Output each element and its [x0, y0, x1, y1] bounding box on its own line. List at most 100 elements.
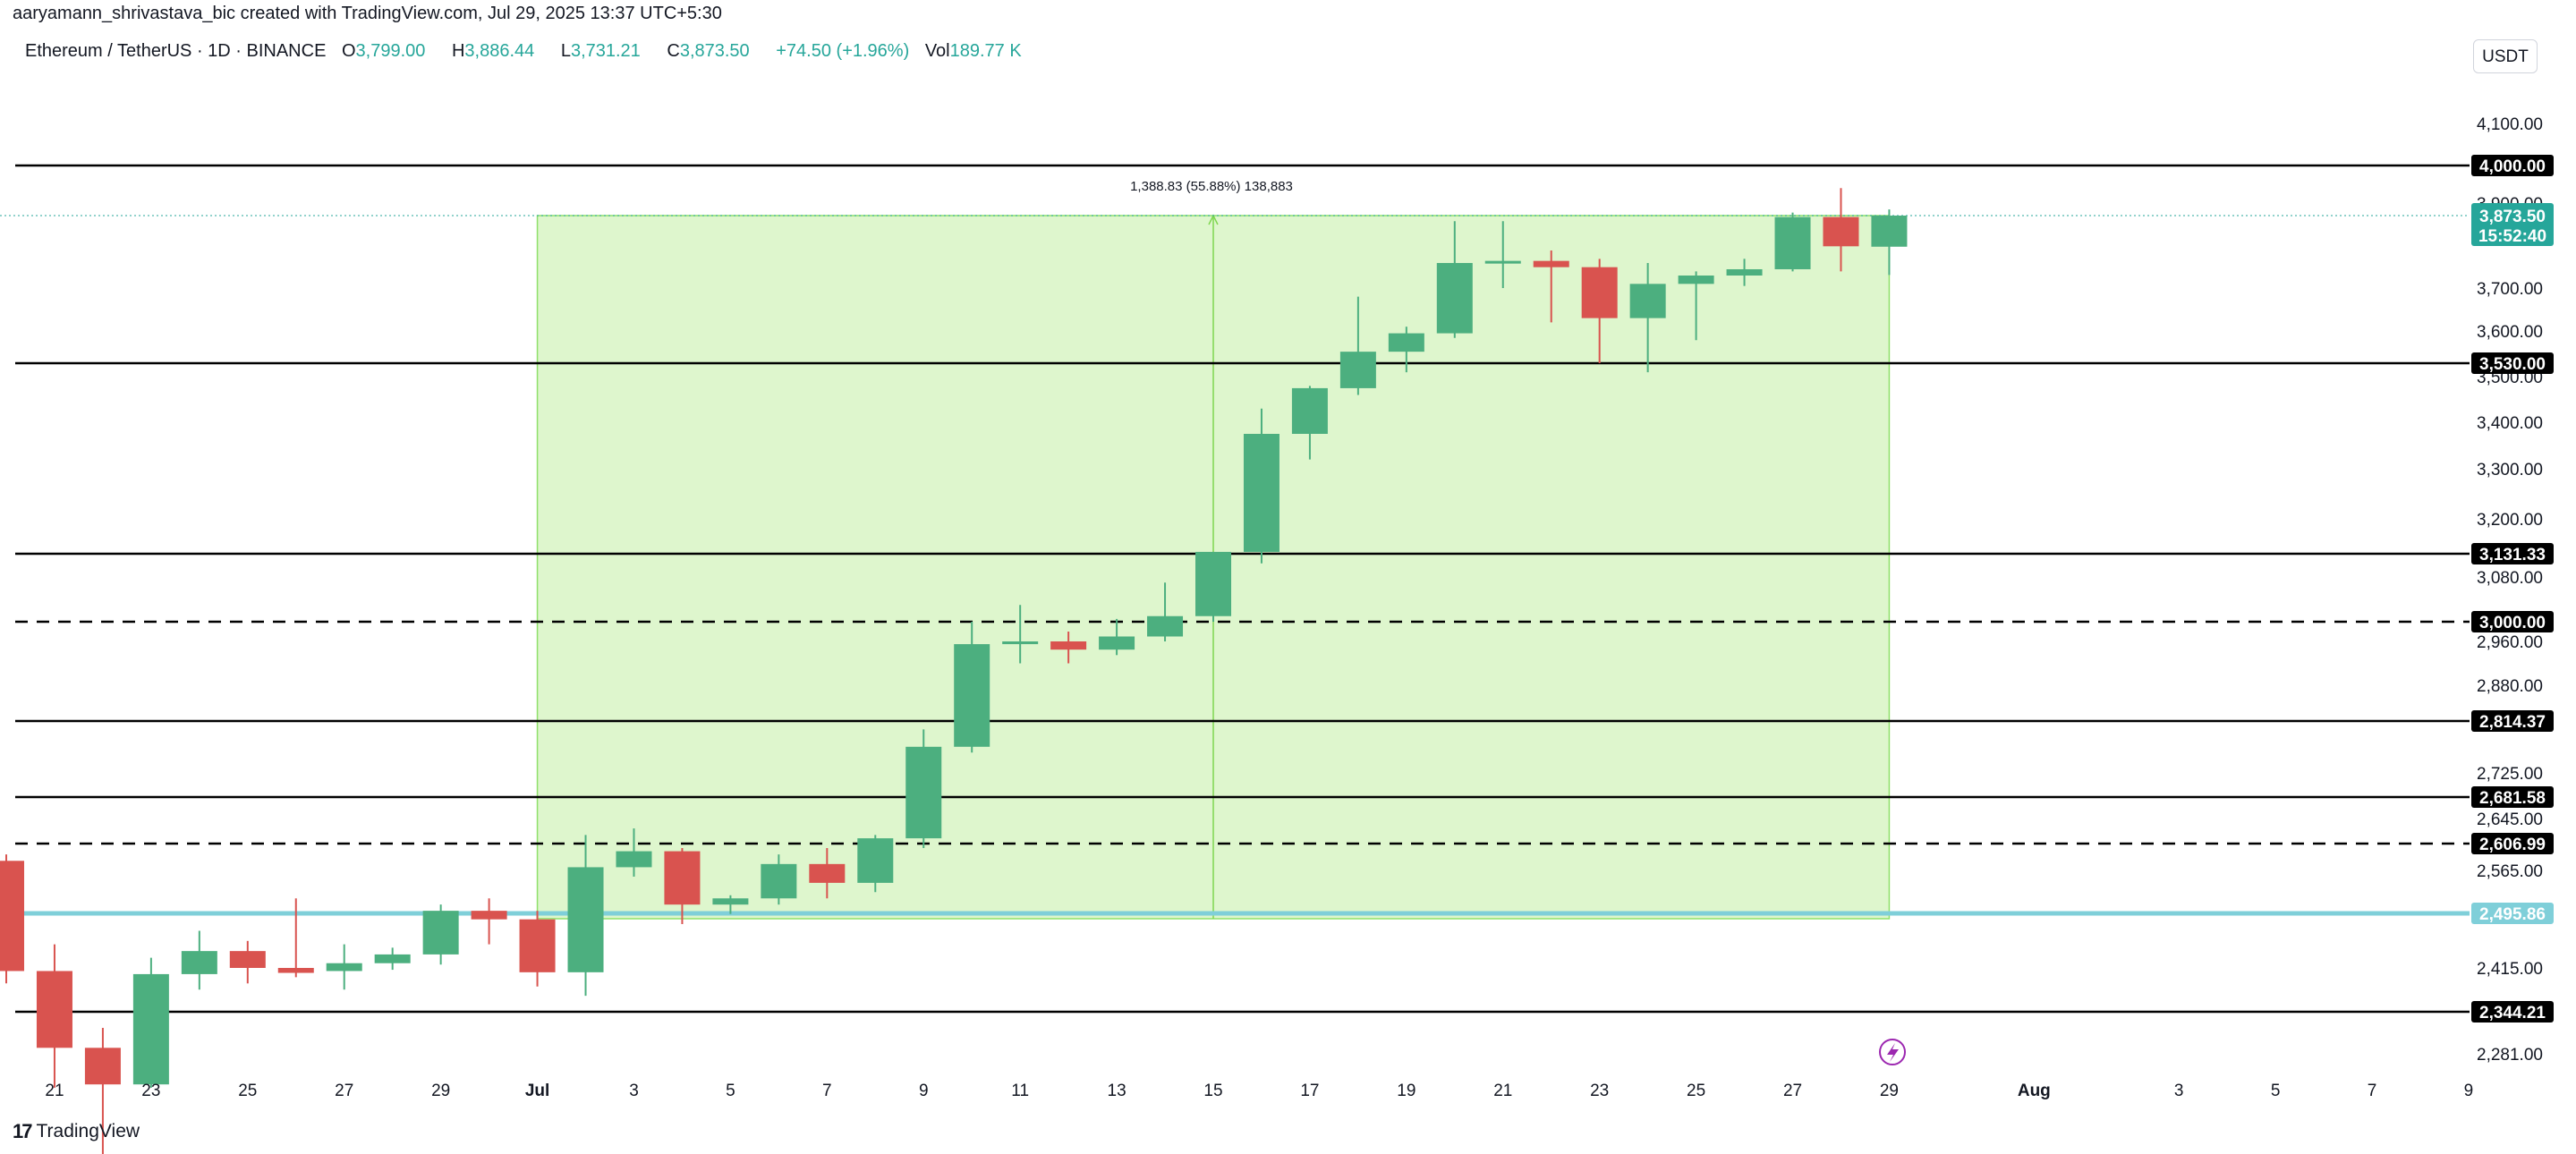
candle-body [1871, 216, 1908, 247]
high-value: H3,886.44 [451, 41, 535, 61]
last-price-label: 3,873.50 [2479, 208, 2546, 226]
candle[interactable] [1147, 582, 1184, 641]
candle[interactable] [1002, 605, 1039, 664]
candle[interactable] [1629, 262, 1666, 373]
last-price-label-bg [2471, 203, 2554, 246]
x-tick-label: 5 [726, 1082, 735, 1100]
y-tick-label: 3,080.00 [2477, 569, 2543, 588]
candle-body [0, 861, 24, 972]
candle[interactable] [422, 904, 459, 965]
level-price-label: 2,495.86 [2479, 905, 2546, 924]
candle[interactable] [1291, 386, 1328, 460]
x-tick-label: 25 [1687, 1082, 1705, 1100]
candle[interactable] [567, 835, 604, 997]
symbol-legend: Ethereum / TetherUS · 1D · BINANCE O3,79… [25, 41, 1043, 62]
candle[interactable] [277, 898, 314, 978]
candle[interactable] [1050, 632, 1087, 664]
candle-body [277, 968, 314, 973]
candle-body [326, 963, 362, 972]
x-tick-label: Jul [525, 1082, 549, 1100]
candle-body [664, 851, 701, 905]
candle[interactable] [181, 930, 217, 990]
symbol-title[interactable]: Ethereum / TetherUS · 1D · BINANCE [25, 41, 327, 61]
candle-body [1243, 434, 1279, 552]
candle-body [905, 746, 942, 839]
candle-body [1581, 267, 1618, 318]
candle[interactable] [1581, 259, 1618, 363]
candle[interactable] [761, 854, 797, 905]
candle[interactable] [374, 947, 411, 971]
candle[interactable] [1388, 327, 1424, 373]
x-tick-label: 23 [141, 1082, 160, 1100]
candle[interactable] [1436, 221, 1473, 338]
volume-value: Vol189.77 K [924, 41, 1022, 61]
y-tick-label: 2,960.00 [2477, 633, 2543, 652]
candle[interactable] [229, 940, 266, 984]
y-tick-label: 2,880.00 [2477, 677, 2543, 696]
candle[interactable] [1243, 408, 1279, 564]
candle-body [1002, 641, 1039, 645]
candle[interactable] [1484, 221, 1521, 288]
y-tick-label: 3,300.00 [2477, 461, 2543, 479]
y-tick-label: 2,645.00 [2477, 810, 2543, 829]
level-price-label-bg [2471, 710, 2554, 732]
candle-body [374, 954, 411, 963]
candle[interactable] [905, 729, 942, 848]
level-price-label-bg [2471, 155, 2554, 176]
candle[interactable] [1678, 271, 1714, 341]
candle-body [1099, 636, 1135, 650]
candle-body [132, 973, 169, 1085]
candle[interactable] [712, 895, 749, 914]
y-tick-label: 2,565.00 [2477, 862, 2543, 881]
chart-credit: aaryamann_shrivastava_bic created with T… [13, 4, 722, 23]
candle-body [567, 867, 604, 972]
x-tick-label: 21 [1493, 1082, 1512, 1100]
candle[interactable] [954, 622, 990, 753]
candle[interactable] [1774, 212, 1811, 272]
x-tick-label: 7 [822, 1082, 832, 1100]
x-tick-label: 23 [1590, 1082, 1609, 1100]
candle[interactable] [664, 847, 701, 924]
lightning-icon[interactable] [1879, 1039, 1906, 1065]
candle[interactable] [1195, 551, 1231, 622]
currency-button[interactable]: USDT [2473, 39, 2538, 73]
candle[interactable] [1339, 296, 1376, 395]
candle[interactable] [326, 944, 362, 990]
x-tick-label: 3 [629, 1082, 639, 1100]
candle-body [1195, 551, 1231, 616]
candle[interactable] [1726, 259, 1763, 286]
candle[interactable] [84, 1028, 121, 1154]
candle[interactable] [1823, 188, 1859, 272]
level-price-label: 3,530.00 [2479, 355, 2546, 374]
candle[interactable] [616, 828, 652, 877]
candle[interactable] [1533, 250, 1569, 323]
candle-body [1050, 641, 1087, 650]
candle[interactable] [0, 854, 24, 984]
candle[interactable] [132, 957, 169, 1088]
y-tick-label: 3,200.00 [2477, 511, 2543, 530]
candle[interactable] [857, 835, 894, 893]
candle[interactable] [471, 898, 507, 945]
level-price-label: 2,344.21 [2479, 1004, 2546, 1022]
candle-body [1147, 615, 1184, 637]
candle[interactable] [1871, 209, 1908, 276]
candle-body [1726, 268, 1763, 276]
level-price-label: 3,000.00 [2479, 614, 2546, 632]
tradingview-logo[interactable]: 17 TradingView [13, 1120, 140, 1143]
measure-zone-layer: 1,388.83 (55.88%) 138,883 [536, 179, 1891, 920]
candle[interactable] [36, 944, 72, 1088]
candle[interactable] [1099, 618, 1135, 656]
candle[interactable] [519, 911, 556, 987]
level-price-label-bg [2471, 833, 2554, 854]
y-tick-label: 3,600.00 [2477, 323, 2543, 342]
level-price-label-bg [2471, 903, 2554, 924]
candle-body [181, 951, 217, 974]
level-price-label-bg [2471, 1001, 2554, 1022]
level-price-label: 3,131.33 [2479, 546, 2546, 564]
x-tick-label: 7 [2368, 1082, 2377, 1100]
y-tick-label: 2,725.00 [2477, 765, 2543, 784]
y-tick-label: 3,700.00 [2477, 280, 2543, 299]
x-tick-label: 3 [2174, 1082, 2184, 1100]
candle[interactable] [809, 847, 846, 899]
